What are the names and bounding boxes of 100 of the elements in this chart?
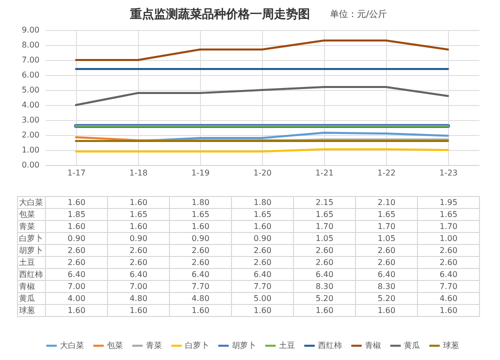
data-label: 7.70 xyxy=(232,280,294,292)
data-label: 6.40 xyxy=(170,268,232,280)
chart-subtitle: 单位：元/公斤 xyxy=(330,8,388,21)
data-label: 2.60 xyxy=(294,256,356,268)
data-label: 2.60 xyxy=(418,256,480,268)
data-label: 2.60 xyxy=(46,256,108,268)
legend-label: 黄瓜 xyxy=(404,340,420,350)
data-label: 1.65 xyxy=(232,208,294,220)
text: 1.65 xyxy=(440,210,458,219)
text: 西红柿 xyxy=(19,270,43,279)
data-label: 8.30 xyxy=(356,280,418,292)
data-label: 1.95 xyxy=(418,196,480,208)
data-label: 6.40 xyxy=(46,268,108,280)
legend-label: 大白菜 xyxy=(60,340,84,350)
data-label: 7.70 xyxy=(170,280,232,292)
data-label: 0.90 xyxy=(108,232,170,244)
data-label: 7.00 xyxy=(108,280,170,292)
data-label: 2.10 xyxy=(356,196,418,208)
text: 土豆 xyxy=(19,258,35,267)
data-label: 6.40 xyxy=(108,268,170,280)
data-label: 0.90 xyxy=(170,232,232,244)
x-tick-label: 1-22 xyxy=(377,168,396,178)
x-tick-label: 1-19 xyxy=(191,168,210,178)
text: 青菜 xyxy=(19,222,35,231)
legend-label: 青菜 xyxy=(146,340,162,350)
data-label: 1.60 xyxy=(232,304,294,316)
legend-label: 包菜 xyxy=(107,340,123,350)
data-label: 6.40 xyxy=(232,268,294,280)
y-tick-label: 8.00 xyxy=(22,40,40,50)
text: 包菜 xyxy=(19,210,35,219)
data-label: 4.60 xyxy=(418,292,480,304)
x-tick-label: 1-23 xyxy=(439,168,458,178)
text: 白萝卜 xyxy=(19,234,43,243)
data-label: 2.60 xyxy=(46,244,108,256)
data-label: 2.60 xyxy=(170,244,232,256)
data-label: 1.00 xyxy=(418,232,480,244)
y-tick-label: 5.00 xyxy=(22,86,40,94)
text: 青椒 xyxy=(19,282,35,291)
data-label: 2.60 xyxy=(356,256,418,268)
x-tick-label: 1-17 xyxy=(67,168,86,178)
data-label: 1.60 xyxy=(108,196,170,208)
data-label: 1.65 xyxy=(294,208,356,220)
y-tick-label: 7.00 xyxy=(22,56,40,64)
y-tick-label: 0.00 xyxy=(22,160,40,170)
data-label: 4.00 xyxy=(46,292,108,304)
data-label: 1.70 xyxy=(418,220,480,232)
legend-label: 球葱 xyxy=(443,340,459,350)
legend-label: 白萝卜 xyxy=(185,340,209,350)
data-label: 1.60 xyxy=(46,196,108,208)
data-label: 5.00 xyxy=(232,292,294,304)
data-label: 2.60 xyxy=(170,256,232,268)
y-tick-label: 3.00 xyxy=(22,116,40,124)
data-label: 1.60 xyxy=(232,220,294,232)
text: 球葱 xyxy=(19,306,35,315)
y-tick-label: 9.00 xyxy=(22,26,40,34)
data-label: 2.60 xyxy=(418,244,480,256)
data-label: 4.80 xyxy=(108,292,170,304)
x-tick-label: 1-18 xyxy=(129,168,148,178)
text: 大白菜 xyxy=(19,198,43,207)
data-label: 4.80 xyxy=(170,292,232,304)
data-label: 1.85 xyxy=(46,208,108,220)
text: 黄瓜 xyxy=(19,294,35,303)
y-tick-label: 6.00 xyxy=(22,70,40,80)
data-label: 1.60 xyxy=(356,304,418,316)
y-tick-label: 2.00 xyxy=(22,130,40,140)
data-label: 0.90 xyxy=(232,232,294,244)
data-label: 1.60 xyxy=(170,304,232,316)
data-label: 2.60 xyxy=(294,244,356,256)
data-label: 1.05 xyxy=(294,232,356,244)
y-tick-label: 1.00 xyxy=(22,146,40,154)
data-label: 1.60 xyxy=(46,220,108,232)
chart-title: 重点监测蔬菜品种价格一周走势图 xyxy=(130,6,310,23)
legend-label: 土豆 xyxy=(279,340,295,350)
data-label: 2.60 xyxy=(108,244,170,256)
data-label: 1.80 xyxy=(232,196,294,208)
data-label: 6.40 xyxy=(418,268,480,280)
data-label: 1.05 xyxy=(356,232,418,244)
data-label: 1.60 xyxy=(294,304,356,316)
data-label: 7.00 xyxy=(46,280,108,292)
data-label: 2.60 xyxy=(356,244,418,256)
data-label: 7.70 xyxy=(418,280,480,292)
data-label: 2.60 xyxy=(232,256,294,268)
data-label: 5.20 xyxy=(356,292,418,304)
x-tick-label: 1-21 xyxy=(315,168,334,178)
legend-label: 青椒 xyxy=(365,340,381,350)
data-label: 1.70 xyxy=(356,220,418,232)
legend-label: 胡萝卜 xyxy=(232,340,256,350)
data-label: 6.40 xyxy=(356,268,418,280)
data-label: 6.40 xyxy=(294,268,356,280)
data-label: 1.80 xyxy=(170,196,232,208)
data-label: 1.70 xyxy=(294,220,356,232)
data-label: 1.60 xyxy=(418,304,480,316)
data-label: 1.60 xyxy=(46,304,108,316)
data-label: 1.60 xyxy=(170,220,232,232)
data-label: 0.90 xyxy=(46,232,108,244)
x-tick-label: 1-20 xyxy=(253,168,272,178)
text: 1.65 xyxy=(378,210,396,219)
data-label: 8.30 xyxy=(294,280,356,292)
y-tick-label: 4.00 xyxy=(22,100,40,110)
text: 胡萝卜 xyxy=(19,246,43,255)
